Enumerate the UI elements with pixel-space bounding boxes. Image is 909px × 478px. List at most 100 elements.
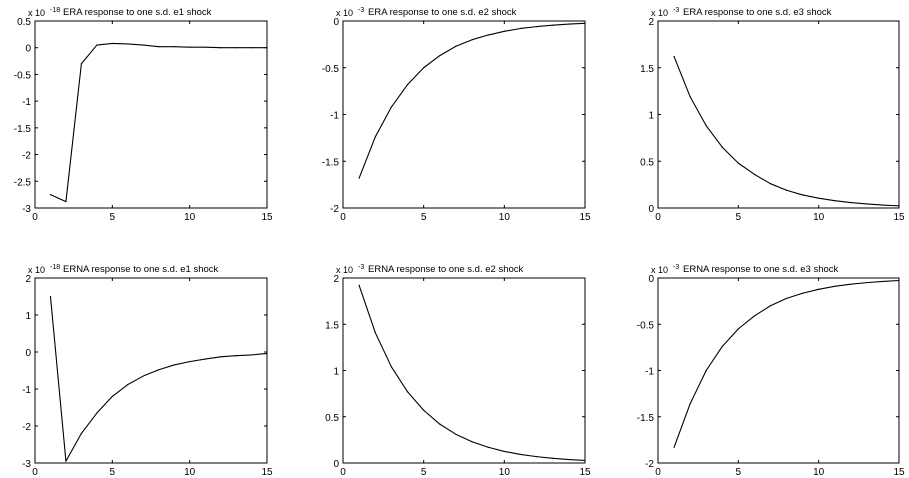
data-point: [882, 280, 884, 283]
x-tick-label: 10: [184, 467, 196, 478]
data-point: [65, 460, 67, 462]
y-tick-label: 1: [648, 111, 654, 122]
data-point: [850, 201, 852, 204]
data-point: [785, 297, 788, 299]
data-point: [439, 423, 441, 425]
data-point: [266, 352, 268, 355]
subplot-1: 0 5 10 15 -3 -2.5 -2 -1.5 -1 -0.5 0 0.5x 10 -18 ERA r…: [14, 7, 273, 223]
y-tick-label: -0.5: [637, 320, 655, 331]
data-point: [689, 403, 691, 405]
subplot-5: 0 5 10 15 0 0.5 1 1.5 2x 10 -3 ERNA response to on…: [325, 264, 591, 478]
y-tick-label: 0.5: [325, 413, 339, 424]
y-tick-label: 0: [25, 348, 31, 359]
y-tick-label: -0.5: [322, 64, 340, 75]
data-point: [220, 47, 222, 49]
data-point: [471, 441, 473, 443]
y-tick-label: -1: [330, 111, 339, 122]
x-tick-label: 10: [813, 467, 825, 478]
data-point: [552, 24, 554, 26]
x-tick-label: 5: [421, 212, 427, 223]
x-tick-label: 0: [340, 212, 346, 223]
data-point: [111, 395, 113, 397]
data-point: [142, 44, 144, 46]
y-tick-label: 2: [333, 274, 339, 285]
data-point: [390, 366, 392, 368]
data-point: [487, 446, 489, 448]
scale-multiplier-exponent: -18: [50, 7, 60, 14]
plot-title: ERA response to one s.d. e2 shock: [368, 7, 517, 18]
data-point: [390, 106, 392, 108]
data-point: [737, 328, 739, 330]
data-point: [850, 283, 852, 285]
scale-multiplier-exponent: -3: [358, 7, 364, 14]
data-point: [568, 458, 570, 461]
x-tick-label: 15: [893, 467, 905, 478]
y-tick-label: -1: [22, 385, 31, 396]
x-tick-label: 10: [499, 212, 511, 223]
data-point: [519, 27, 522, 30]
y-tick-label: -1: [22, 97, 31, 108]
y-tick-label: -2: [22, 422, 31, 433]
data-point: [111, 42, 113, 45]
data-point: [358, 284, 360, 286]
scale-multiplier-base: x 10: [28, 265, 45, 275]
data-point: [689, 96, 691, 98]
subplot-6: 0 5 10 15-2-1.5-1-0.50x 10 -3 ERNA response t…: [637, 264, 905, 478]
data-point: [834, 285, 836, 287]
x-tick-label: 0: [32, 212, 38, 223]
x-tick-label: 15: [261, 467, 273, 478]
data-point: [866, 203, 868, 205]
data-point: [673, 446, 675, 448]
y-tick-label: 0.5: [17, 17, 31, 28]
data-point: [250, 47, 253, 49]
data-point: [898, 205, 900, 207]
x-tick-label: 0: [340, 467, 346, 478]
data-point: [673, 55, 675, 58]
y-tick-label: -2.5: [14, 177, 32, 188]
data-point: [487, 34, 489, 36]
data-point: [406, 391, 409, 393]
x-tick-label: 15: [579, 467, 591, 478]
x-tick-label: 15: [893, 212, 905, 223]
data-point: [705, 125, 707, 127]
data-point: [503, 450, 505, 453]
data-point: [519, 453, 522, 455]
data-point: [423, 409, 425, 411]
data-point: [49, 295, 52, 298]
data-point: [173, 46, 175, 48]
plot-title: ERNA response to one s.d. e1 shock: [63, 264, 219, 275]
data-point: [49, 194, 52, 196]
data-point: [866, 282, 868, 284]
y-tick-label: 1: [333, 367, 339, 378]
data-point: [503, 30, 505, 32]
data-point: [374, 331, 376, 334]
data-point: [96, 412, 98, 414]
x-tick-label: 15: [261, 212, 273, 223]
data-point: [235, 355, 237, 357]
scale-multiplier-base: x 10: [336, 265, 353, 275]
data-point: [158, 369, 160, 371]
x-tick-label: 15: [579, 212, 591, 223]
data-point: [96, 44, 98, 46]
scale-multiplier-exponent: -3: [358, 264, 364, 271]
data-point: [127, 383, 129, 386]
scale-multiplier-base: x 10: [336, 8, 353, 18]
x-tick-label: 5: [736, 467, 742, 478]
data-point: [802, 292, 804, 294]
data-point: [753, 315, 756, 317]
data-point: [455, 433, 457, 435]
data-point: [158, 46, 160, 48]
y-tick-label: 0: [648, 274, 654, 285]
data-point: [439, 54, 441, 57]
data-point: [898, 279, 900, 282]
x-tick-label: 5: [421, 467, 427, 478]
data-point: [721, 146, 723, 148]
plot-title: ERNA response to one s.d. e2 shock: [368, 264, 524, 275]
y-tick-label: 2: [25, 274, 31, 285]
subplot-2: 0 5 10 15-2-1.5-1-0.50x 10 -3 ERA response to…: [322, 7, 591, 223]
data-point: [818, 197, 820, 199]
x-tick-label: 5: [736, 212, 742, 223]
data-point: [250, 354, 253, 356]
y-tick-label: -1.5: [322, 157, 340, 168]
